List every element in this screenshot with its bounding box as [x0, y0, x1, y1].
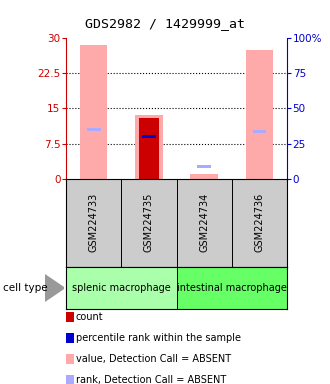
Bar — [246, 50, 273, 179]
Bar — [177, 179, 232, 267]
Text: GSM224734: GSM224734 — [199, 193, 209, 252]
Text: GSM224733: GSM224733 — [89, 193, 99, 252]
Bar — [121, 179, 177, 267]
Bar — [252, 131, 266, 133]
Text: rank, Detection Call = ABSENT: rank, Detection Call = ABSENT — [76, 375, 226, 384]
Bar — [142, 135, 156, 138]
Text: value, Detection Call = ABSENT: value, Detection Call = ABSENT — [76, 354, 231, 364]
Bar — [80, 45, 108, 179]
Bar — [135, 116, 163, 179]
Text: intestinal macrophage: intestinal macrophage — [177, 283, 287, 293]
Text: count: count — [76, 312, 103, 322]
Text: GSM224735: GSM224735 — [144, 193, 154, 252]
Text: GDS2982 / 1429999_at: GDS2982 / 1429999_at — [85, 17, 245, 30]
Text: splenic macrophage: splenic macrophage — [72, 283, 171, 293]
Bar — [190, 174, 218, 179]
Text: percentile rank within the sample: percentile rank within the sample — [76, 333, 241, 343]
Text: GSM224736: GSM224736 — [254, 193, 264, 252]
Bar — [87, 128, 101, 131]
Text: cell type: cell type — [3, 283, 48, 293]
Bar — [139, 118, 159, 179]
Bar — [66, 179, 121, 267]
Polygon shape — [45, 275, 64, 301]
Bar — [66, 267, 177, 309]
Bar — [197, 166, 211, 168]
Bar — [232, 179, 287, 267]
Bar — [177, 267, 287, 309]
